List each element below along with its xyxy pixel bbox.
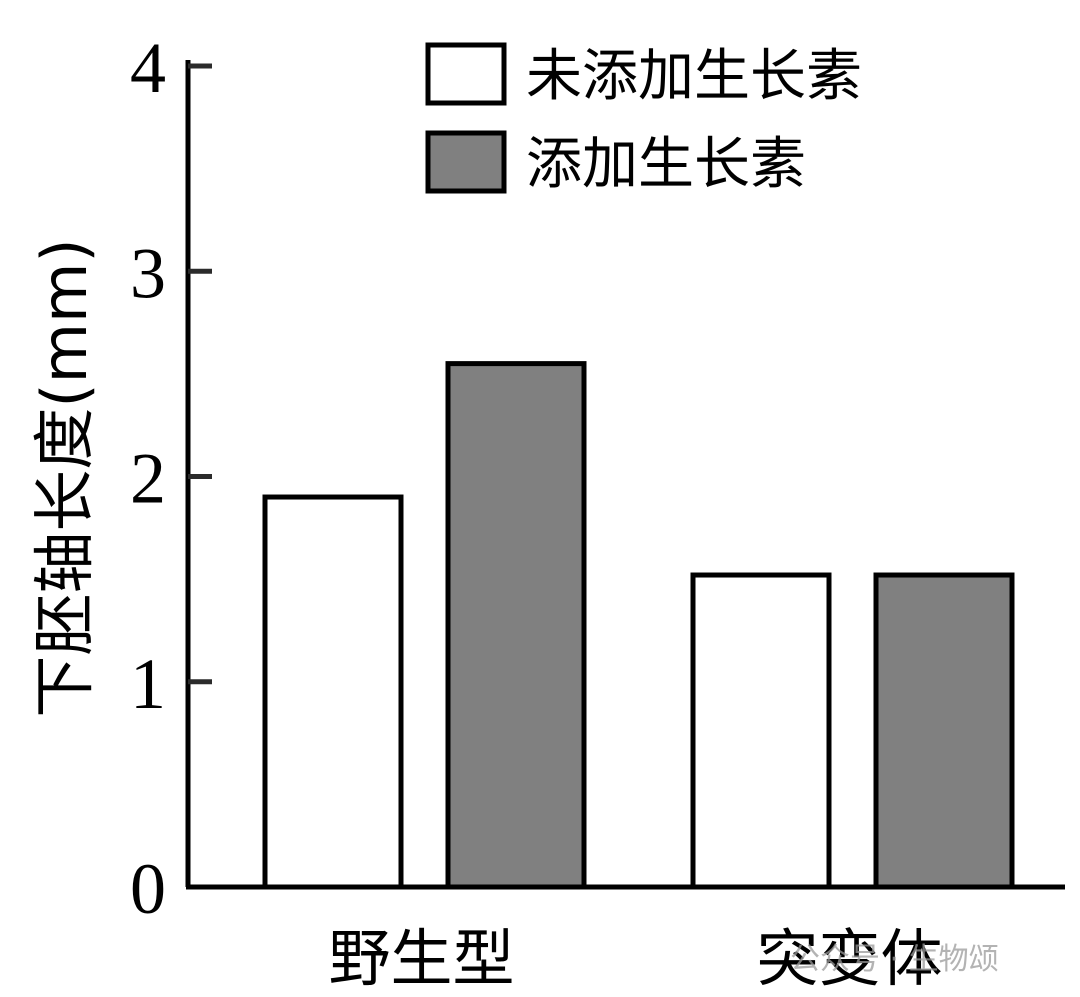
legend-label: 未添加生长素	[526, 44, 862, 109]
y-tick-label: 4	[130, 28, 166, 108]
y-tick-label: 2	[130, 439, 166, 519]
y-axis-label-group: 下胚轴长度(mm)	[28, 238, 101, 717]
legend-label: 添加生长素	[526, 132, 806, 197]
bars	[262, 361, 1015, 890]
x-category-label: 野生型	[328, 922, 514, 995]
x-category-label: 突变体	[756, 922, 942, 995]
y-tick-label: 3	[130, 233, 166, 313]
bar	[690, 572, 832, 890]
x-axis-category-labels: 野生型 突变体	[328, 922, 942, 995]
bar	[873, 572, 1015, 890]
watermark-text: 公众号 · 生物颂	[790, 942, 999, 977]
legend-swatch	[425, 130, 507, 194]
legend-swatch	[425, 42, 507, 106]
bar	[445, 361, 587, 890]
y-axis-label: 下胚轴长度(mm)	[28, 238, 101, 717]
y-axis-ticks: 0 1 2 3 4	[130, 28, 212, 929]
bar	[262, 494, 404, 890]
y-tick-label: 0	[130, 849, 166, 929]
y-tick-label: 1	[130, 644, 166, 724]
